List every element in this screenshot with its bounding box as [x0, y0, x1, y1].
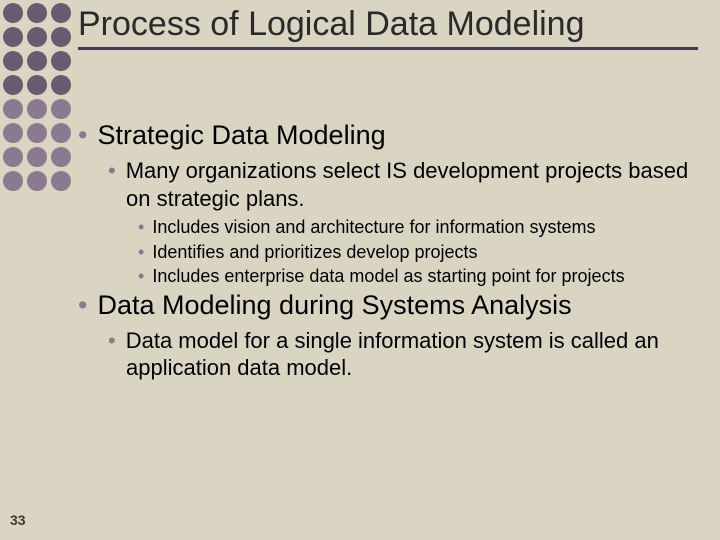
bullet-text: Includes vision and architecture for inf…: [152, 217, 595, 237]
bullet-l3: Identifies and prioritizes develop proje…: [138, 241, 708, 264]
bullet-text: Many organizations select IS development…: [126, 158, 689, 211]
bullet-text: Identifies and prioritizes develop proje…: [152, 242, 477, 262]
slide-title: Process of Logical Data Modeling: [78, 6, 698, 50]
bullet-l1: Strategic Data Modeling: [78, 120, 708, 151]
slide: Process of Logical Data Modeling Strateg…: [0, 0, 720, 540]
decorative-circle-grid: [3, 3, 75, 193]
slide-body: Strategic Data Modeling Many organizatio…: [78, 120, 708, 386]
bullet-l2: Many organizations select IS development…: [108, 157, 708, 212]
bullet-text: Includes enterprise data model as starti…: [152, 266, 624, 286]
bullet-text: Data Modeling during Systems Analysis: [97, 290, 571, 320]
bullet-l2: Data model for a single information syst…: [108, 327, 708, 382]
bullet-text: Strategic Data Modeling: [97, 120, 385, 150]
bullet-l1: Data Modeling during Systems Analysis: [78, 290, 708, 321]
bullet-l3: Includes enterprise data model as starti…: [138, 265, 708, 288]
page-number: 33: [10, 512, 26, 528]
bullet-l3: Includes vision and architecture for inf…: [138, 216, 708, 239]
bullet-text: Data model for a single information syst…: [126, 328, 659, 381]
